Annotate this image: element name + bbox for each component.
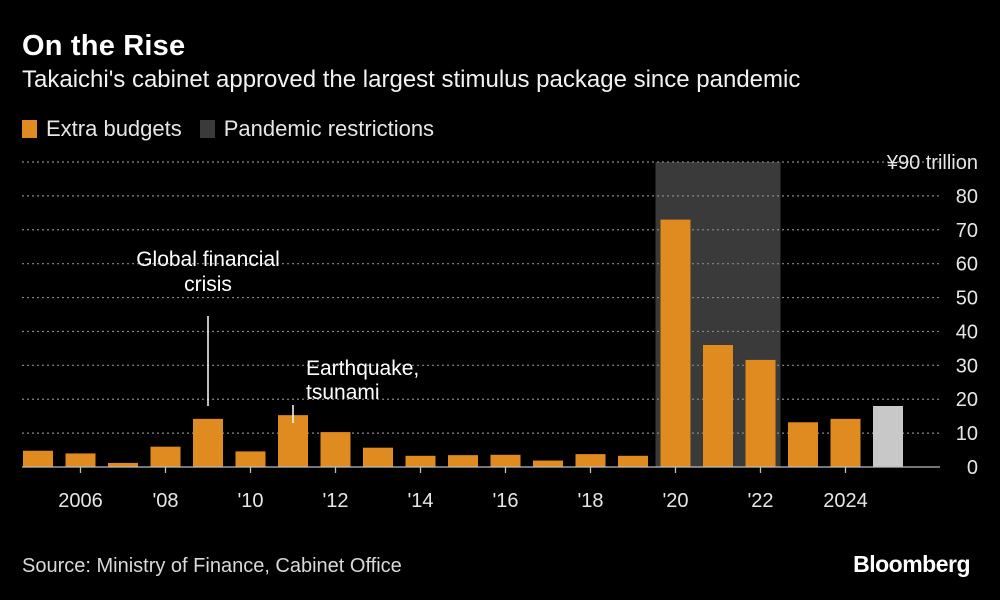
y-tick-label-30: 30 — [956, 355, 978, 377]
x-tick-label-2022: '22 — [747, 490, 773, 512]
legend-item-extra-budgets: Extra budgets — [22, 116, 182, 142]
bar-2014 — [405, 455, 436, 467]
x-tick-label-2016: '16 — [492, 490, 518, 512]
x-tick-label-2012: '12 — [322, 490, 348, 512]
bar-chart: 0 10 20 30 40 50 60 70 80 ¥90 trillion 2006 '08 '10 '… — [22, 152, 978, 512]
legend-label-extra-budgets: Extra budgets — [46, 116, 182, 141]
bar-2007 — [108, 462, 138, 467]
bar-2005 — [23, 450, 53, 467]
y-tick-label-50: 50 — [956, 288, 978, 310]
y-tick-label-20: 20 — [956, 389, 978, 411]
legend: Extra budgets Pandemic restrictions — [22, 116, 452, 142]
bloomberg-logo: Bloomberg — [853, 551, 970, 577]
x-tick-label-2006: 2006 — [58, 490, 103, 512]
legend-label-pandemic-restrictions: Pandemic restrictions — [223, 116, 435, 141]
chart-subtitle: Takaichi's cabinet approved the largest … — [22, 66, 801, 93]
annotation-financial-crisis-line-1: Global financial — [136, 248, 280, 271]
bar-2008 — [150, 446, 181, 467]
bar-2025 — [873, 406, 903, 467]
bar-2022 — [745, 359, 776, 467]
x-tick-label-2014: '14 — [407, 490, 433, 512]
y-tick-label-70: 70 — [956, 220, 978, 242]
x-tick-label-2018: '18 — [577, 490, 603, 512]
bar-2006 — [65, 453, 96, 467]
bar-2019 — [618, 455, 648, 467]
y-tick-label-0: 0 — [967, 457, 978, 479]
source-note: Source: Ministry of Finance, Cabinet Off… — [22, 555, 402, 577]
x-tick-label-2008: '08 — [152, 490, 178, 512]
bar-2009 — [193, 418, 223, 467]
annotation-earthquake-line-2: tsunami — [306, 381, 380, 404]
x-tick-label-2020: '20 — [662, 490, 688, 512]
legend-item-pandemic-restrictions: Pandemic restrictions — [199, 116, 435, 142]
bar-2015 — [448, 455, 478, 467]
bar-2013 — [363, 447, 393, 467]
y-tick-label-80: 80 — [956, 186, 978, 208]
bar-2021 — [703, 345, 733, 467]
bar-2018 — [575, 454, 606, 467]
x-tick-label-2024: 2024 — [823, 490, 868, 512]
bar-2016 — [490, 454, 521, 467]
y-tick-label-10: 10 — [956, 423, 978, 445]
y-tick-label-40: 40 — [956, 321, 978, 343]
annotation-financial-crisis-line-2: crisis — [184, 273, 232, 296]
bar-2017 — [533, 460, 563, 467]
y-tick-label-60: 60 — [956, 254, 978, 276]
bar-2023 — [788, 422, 818, 467]
legend-swatch-pandemic-restrictions — [199, 120, 215, 138]
y-tick-label-90: ¥90 trillion — [886, 152, 978, 174]
bar-2024 — [830, 418, 861, 467]
x-tick-label-2010: '10 — [237, 490, 263, 512]
legend-swatch-extra-budgets — [22, 120, 37, 138]
bar-2010 — [235, 451, 266, 467]
bar-2020 — [660, 219, 691, 467]
bar-2012 — [320, 432, 351, 467]
chart-title: On the Rise — [22, 30, 186, 62]
annotation-earthquake-line-1: Earthquake, — [306, 357, 419, 380]
bar-2011 — [278, 415, 308, 467]
